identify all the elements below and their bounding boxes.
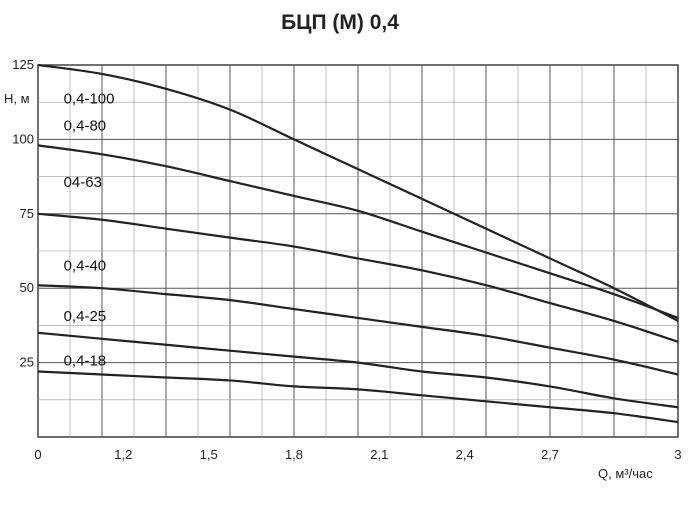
- grid: [37, 64, 679, 438]
- series-lines: [37, 63, 679, 424]
- series-label: 04-63: [64, 174, 102, 191]
- y-axis-label: Н, м: [4, 91, 30, 106]
- x-tick-labels: 0 1,2 1,5 1,8 2,1 2,4 2,7 3: [34, 447, 681, 462]
- series-labels: 0,4-100 0,4-80 04-63 0,4-40 0,4-25 0,4-18: [64, 91, 115, 370]
- y-tick-label: 75: [20, 206, 34, 221]
- y-tick-label: 25: [20, 355, 34, 370]
- series-label: 0,4-100: [64, 91, 115, 108]
- y-tick-label: 100: [12, 131, 34, 146]
- chart-title: БЦП (М) 0,4: [281, 11, 399, 34]
- series-label: 0,4-25: [64, 308, 107, 325]
- y-tick-label: 50: [20, 280, 34, 295]
- series-label: 0,4-18: [64, 353, 107, 370]
- x-tick-label: 2,4: [456, 447, 474, 462]
- x-tick-label: 2,1: [370, 447, 388, 462]
- x-tick-label: 1,8: [285, 447, 303, 462]
- series-line-0,4-25: [37, 331, 679, 409]
- series-line-0,4-40: [37, 284, 679, 376]
- y-tick-label: 125: [12, 57, 34, 72]
- series-label: 0,4-80: [64, 117, 107, 134]
- series-line-0,4-100: [37, 63, 679, 322]
- series-line-0,4-80: [37, 144, 679, 319]
- x-tick-label: 1,5: [200, 447, 218, 462]
- x-axis-label: Q, м³/час: [598, 466, 653, 481]
- series-line-0,4-18: [37, 370, 679, 424]
- x-tick-label: 2,7: [541, 447, 559, 462]
- y-tick-labels: 25 50 75 100 125: [12, 57, 34, 370]
- x-tick-label: 0: [34, 447, 41, 462]
- x-tick-label: 1,2: [114, 447, 132, 462]
- series-label: 0,4-40: [64, 257, 107, 274]
- series-line-04-63: [37, 212, 679, 343]
- x-tick-label: 3: [674, 447, 681, 462]
